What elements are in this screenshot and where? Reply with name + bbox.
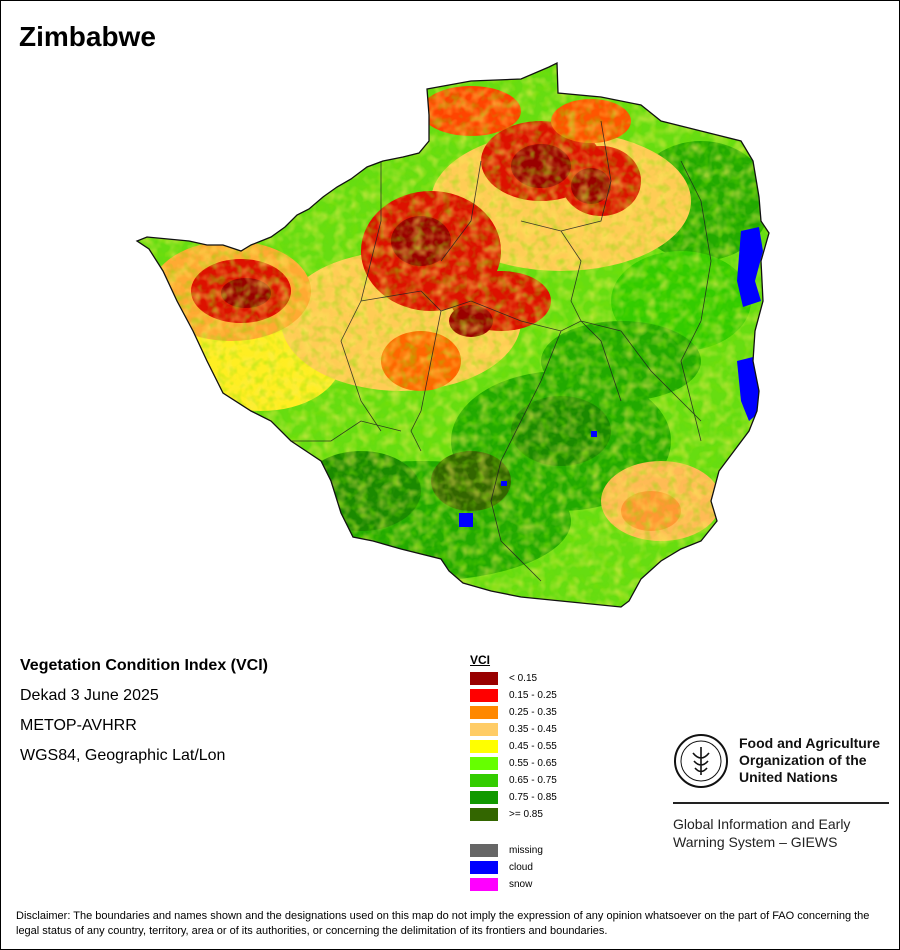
vci-raster <box>137 63 769 607</box>
legend-label: 0.35 - 0.45 <box>509 724 557 735</box>
legend-swatch <box>470 808 498 821</box>
legend-swatch <box>470 706 498 719</box>
legend-label: < 0.15 <box>509 673 538 684</box>
giews-line2: Warning System – GIEWS <box>673 834 838 850</box>
legend-swatch <box>470 723 498 736</box>
giews-line1: Global Information and Early <box>673 816 851 832</box>
legend-item: 0.35 - 0.45 <box>470 723 557 736</box>
giews-name: Global Information and Early Warning Sys… <box>673 815 889 851</box>
map-title: Vegetation Condition Index (VCI) <box>20 657 268 674</box>
legend-label: missing <box>509 845 543 856</box>
legend-label: snow <box>509 879 533 890</box>
legend-item: 0.15 - 0.25 <box>470 689 557 702</box>
legend-swatch <box>470 672 498 685</box>
fao-logo-icon <box>674 734 728 788</box>
legend-item: < 0.15 <box>470 672 537 685</box>
legend-swatch <box>470 861 498 874</box>
legend-label: 0.65 - 0.75 <box>509 775 557 786</box>
map-period: Dekad 3 June 2025 <box>20 687 159 704</box>
vci-map <box>136 62 770 608</box>
legend-label: 0.25 - 0.35 <box>509 707 557 718</box>
fao-divider <box>673 802 889 804</box>
fao-org-line2: Organization of the <box>739 752 867 768</box>
fao-org-line1: Food and Agriculture <box>739 735 881 751</box>
legend-label: 0.45 - 0.55 <box>509 741 557 752</box>
legend-item-cloud: cloud <box>470 861 533 874</box>
legend-label: 0.55 - 0.65 <box>509 758 557 769</box>
fao-org-name: Food and Agriculture Organization of the… <box>739 735 899 786</box>
legend-item: >= 0.85 <box>470 808 543 821</box>
fao-org-line3: United Nations <box>739 769 838 785</box>
legend-label: 0.15 - 0.25 <box>509 690 557 701</box>
legend-item-missing: missing <box>470 844 543 857</box>
map-area <box>1 1 899 641</box>
legend-item: 0.75 - 0.85 <box>470 791 557 804</box>
legend-swatch <box>470 774 498 787</box>
legend-swatch <box>470 844 498 857</box>
legend-swatch <box>470 791 498 804</box>
country-title: Zimbabwe <box>19 21 156 52</box>
legend-item: 0.55 - 0.65 <box>470 757 557 770</box>
admin-boundaries <box>291 120 712 582</box>
legend-title: VCI <box>470 653 491 667</box>
legend-swatch <box>470 878 498 891</box>
legend-label: 0.75 - 0.85 <box>509 792 557 803</box>
map-projection: WGS84, Geographic Lat/Lon <box>20 747 226 764</box>
legend-item-snow: snow <box>470 878 532 891</box>
legend-item: 0.25 - 0.35 <box>470 706 557 719</box>
map-info: Vegetation Condition Index (VCI) Dekad 3… <box>20 657 268 777</box>
disclaimer: Disclaimer: The boundaries and names sho… <box>16 910 870 937</box>
legend-swatch <box>470 740 498 753</box>
legend-label: >= 0.85 <box>509 809 543 820</box>
map-sensor: METOP-AVHRR <box>20 717 137 734</box>
legend-swatch <box>470 689 498 702</box>
legend: VCI < 0.15 0.15 - 0.25 0.25 - 0.35 0.35 - 0… <box>470 653 557 891</box>
legend-item: 0.45 - 0.55 <box>470 740 557 753</box>
legend-label: cloud <box>509 862 533 873</box>
legend-swatch <box>470 757 498 770</box>
legend-item: 0.65 - 0.75 <box>470 774 557 787</box>
